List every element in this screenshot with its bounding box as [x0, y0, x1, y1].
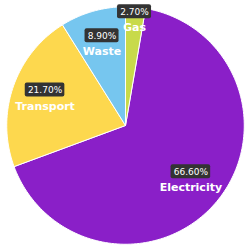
svg-text:Electricity: Electricity — [160, 181, 222, 194]
svg-text:Gas: Gas — [123, 21, 146, 34]
svg-text:2.70%: 2.70% — [120, 7, 149, 17]
svg-text:8.90%: 8.90% — [88, 31, 117, 41]
svg-text:21.70%: 21.70% — [28, 85, 63, 95]
svg-text:66.60%: 66.60% — [174, 167, 209, 177]
svg-text:Transport: Transport — [15, 100, 75, 113]
svg-text:Waste: Waste — [83, 45, 121, 58]
